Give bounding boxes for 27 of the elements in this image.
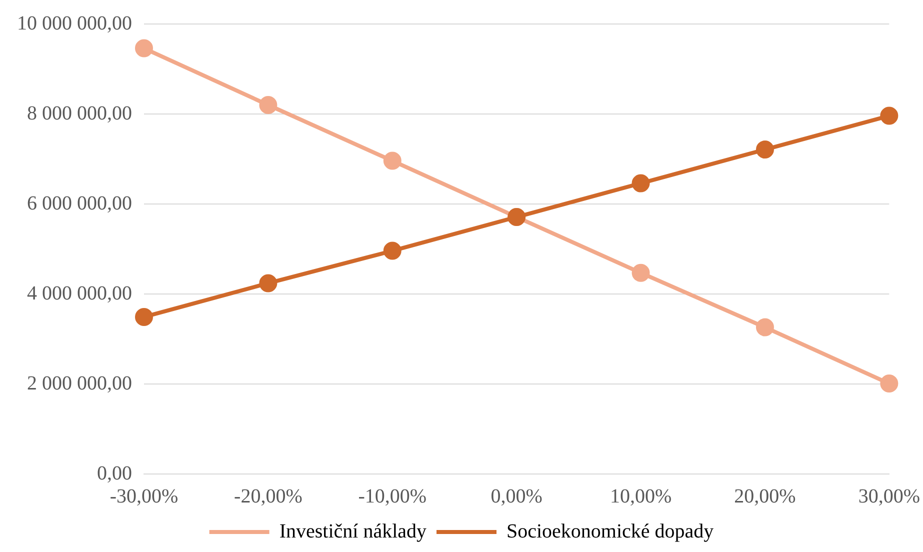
legend-label: Socioekonomické dopady — [506, 520, 714, 542]
point — [880, 106, 898, 125]
y-tick-label: 6 000 000,00 — [27, 192, 132, 214]
x-tick-label: 10,00% — [610, 485, 672, 508]
y-tick-label: 0,00 — [97, 462, 132, 484]
y-tick-label: 4 000 000,00 — [27, 282, 132, 304]
x-tick-label: 20,00% — [734, 485, 796, 508]
point — [259, 274, 278, 292]
x-tick-label: -20,00% — [234, 485, 302, 508]
x-tick-label: 30,00% — [858, 485, 920, 508]
x-tick-label: -30,00% — [110, 485, 178, 508]
point — [135, 39, 153, 58]
point — [632, 174, 650, 192]
legend-label: Investiční náklady — [279, 520, 427, 542]
point — [383, 242, 402, 260]
y-tick-label: 8 000 000,00 — [27, 102, 132, 124]
point — [756, 318, 774, 336]
point — [632, 264, 650, 282]
y-tick-label: 10 000 000,00 — [17, 12, 132, 34]
point — [880, 374, 898, 393]
x-tick-label: -10,00% — [358, 485, 427, 508]
point — [259, 96, 278, 114]
point — [135, 308, 153, 326]
point — [756, 140, 774, 159]
point — [383, 152, 402, 170]
x-tick-label: 0,00% — [490, 485, 542, 508]
y-tick-label: 2 000 000,00 — [27, 372, 132, 394]
